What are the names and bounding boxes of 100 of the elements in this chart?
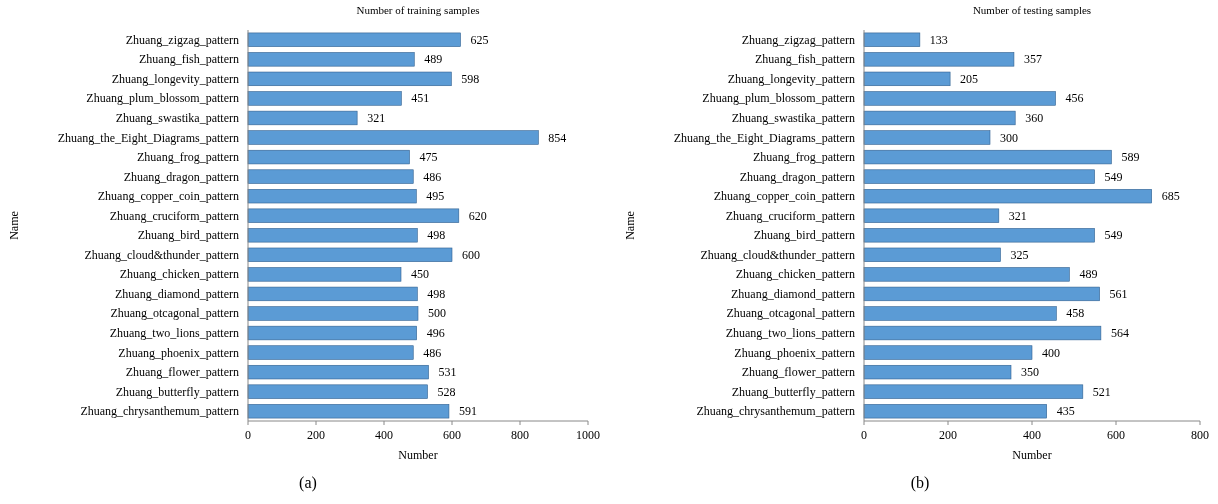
data-label: 489 <box>424 52 443 67</box>
bar <box>247 208 460 223</box>
text: (a) <box>299 474 317 492</box>
data-label: 598 <box>461 71 480 86</box>
data-label: 435 <box>1056 404 1075 419</box>
bar <box>247 71 452 87</box>
data-label: 456 <box>1065 91 1084 106</box>
y-tick-label: Zhuang_flower_pattern <box>125 365 239 380</box>
x-tick-label: 0 <box>861 428 867 442</box>
y-tick-label: Zhuang_phoenix_pattern <box>734 345 855 360</box>
y-tick-label: Zhuang_fish_pattern <box>755 52 855 67</box>
y-tick-label: Zhuang_diamond_pattern <box>731 286 855 301</box>
bar <box>863 52 1015 67</box>
y-tick-label: Zhuang_copper_coin_pattern <box>713 189 855 204</box>
bar <box>247 404 450 419</box>
y-tick-label: Zhuang_otcagonal_pattern <box>726 306 855 321</box>
data-label: 685 <box>1161 189 1180 204</box>
bar <box>247 228 418 243</box>
data-label: 549 <box>1104 169 1123 184</box>
y-axis-title: Name <box>623 211 637 240</box>
data-label: 321 <box>1008 208 1027 223</box>
y-tick-label: Zhuang_butterfly_pattern <box>115 384 239 399</box>
bar <box>863 247 1001 262</box>
y-tick-label: Zhuang_the_Eight_Diagrams_pattern <box>57 130 239 145</box>
y-tick-label: Zhuang_two_lions_pattern <box>109 326 239 341</box>
y-tick-label: Zhuang_diamond_pattern <box>115 286 239 301</box>
bar <box>863 71 951 87</box>
bar <box>863 110 1016 126</box>
data-label: 620 <box>468 208 487 223</box>
bar <box>863 384 1084 399</box>
y-tick-label: Zhuang_swastika_pattern <box>731 110 855 125</box>
y-tick-label: Zhuang_zigzag_pattern <box>741 32 855 47</box>
data-label: 300 <box>1000 130 1018 145</box>
data-label: 360 <box>1025 110 1044 125</box>
data-label: 531 <box>438 365 457 380</box>
data-label: 498 <box>427 228 446 243</box>
y-tick-label: Zhuang_frog_pattern <box>753 150 855 165</box>
y-tick-label: Zhuang_frog_pattern <box>137 150 239 165</box>
y-tick-label: Zhuang_chrysanthemum_pattern <box>80 404 239 419</box>
y-tick-label: Zhuang_dragon_pattern <box>739 169 855 184</box>
data-label: 521 <box>1092 384 1111 399</box>
data-label: 205 <box>960 71 979 86</box>
x-tick-label: 0 <box>245 428 251 442</box>
data-label: 451 <box>411 91 430 106</box>
y-tick-label: Zhuang_fish_pattern <box>139 52 239 67</box>
x-tick-label: 400 <box>1023 428 1041 442</box>
x-axis-title: Number <box>398 448 438 462</box>
y-tick-label: Zhuang_chicken_pattern <box>119 267 239 282</box>
y-axis-title: Name <box>7 211 21 240</box>
data-label: 458 <box>1066 306 1085 321</box>
bar <box>863 189 1152 204</box>
y-tick-label: Zhuang_cruciform_pattern <box>109 208 239 223</box>
data-label: 549 <box>1104 228 1123 243</box>
bar <box>863 286 1100 302</box>
y-tick-label: Zhuang_longevity_pattern <box>727 71 855 86</box>
data-label: 321 <box>367 110 386 125</box>
bar <box>247 130 539 145</box>
y-tick-label: Zhuang_copper_coin_pattern <box>97 189 239 204</box>
y-tick-label: Zhuang_cruciform_pattern <box>725 208 855 223</box>
bar <box>863 32 921 47</box>
data-label: 561 <box>1109 286 1128 301</box>
data-label: 325 <box>1010 247 1029 262</box>
data-label: 854 <box>548 130 567 145</box>
data-label: 133 <box>929 32 948 47</box>
chart-title: Number of training samples <box>356 4 480 16</box>
data-label: 625 <box>470 32 489 47</box>
bar <box>247 286 418 302</box>
bar <box>863 228 1095 243</box>
y-tick-label: Zhuang_the_Eight_Diagrams_pattern <box>673 130 855 145</box>
x-tick-label: 200 <box>307 428 325 442</box>
bar <box>863 130 991 145</box>
x-tick-label: 600 <box>1107 428 1125 442</box>
y-tick-label: Zhuang_butterfly_pattern <box>731 384 855 399</box>
data-label: 564 <box>1110 326 1129 341</box>
data-label: 486 <box>423 345 442 360</box>
bar <box>247 364 429 380</box>
bar <box>247 267 402 282</box>
y-tick-label: Zhuang_bird_pattern <box>753 228 855 243</box>
x-tick-label: 800 <box>511 428 529 442</box>
data-label: 489 <box>1079 267 1098 282</box>
data-label: 591 <box>458 404 477 419</box>
data-label: 400 <box>1042 345 1060 360</box>
data-label: 350 <box>1021 365 1039 380</box>
data-label: 500 <box>428 306 446 321</box>
bar <box>247 384 428 399</box>
data-label: 495 <box>426 189 445 204</box>
data-label: 589 <box>1121 150 1140 165</box>
data-label: 486 <box>423 169 442 184</box>
bar <box>863 91 1056 106</box>
y-tick-label: Zhuang_plum_blossom_pattern <box>702 91 855 106</box>
y-tick-label: Zhuang_chrysanthemum_pattern <box>696 404 855 419</box>
chart-title: Number of testing samples <box>972 4 1092 16</box>
bar <box>247 325 417 341</box>
bar <box>863 364 1012 380</box>
bar <box>863 345 1033 360</box>
data-label: 528 <box>437 384 456 399</box>
bar <box>247 345 414 360</box>
y-tick-label: Zhuang_bird_pattern <box>137 228 239 243</box>
bar <box>247 110 358 126</box>
x-axis-title: Number <box>1012 448 1052 462</box>
